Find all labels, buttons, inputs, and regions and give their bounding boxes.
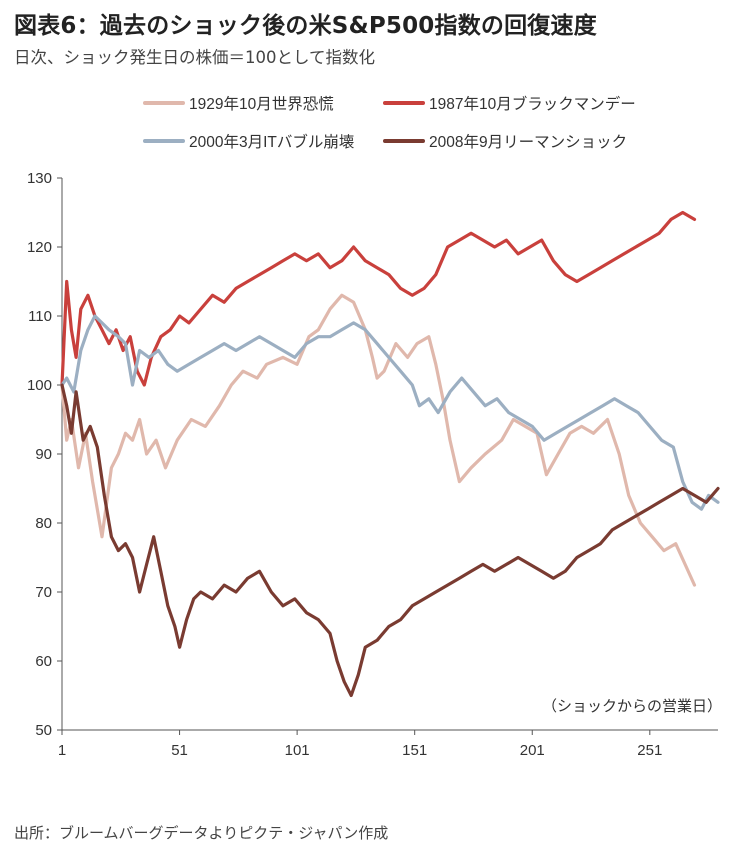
x-tick-label: 101	[285, 742, 310, 759]
line-chart: 1929年10月世界恐慌 1987年10月ブラックマンデー 2000年3月ITバブル…	[27, 94, 722, 759]
chart-subtitle: 日次、ショック発生日の株価＝100として指数化	[14, 48, 375, 67]
y-tick-label: 50	[35, 722, 52, 739]
y-tick-label: 110	[28, 308, 52, 325]
series-line-3	[60, 314, 720, 511]
legend-label: 1987年10月ブラックマンデー	[429, 94, 636, 113]
x-tick-label: 251	[637, 742, 662, 759]
legend-label: 2008年9月リーマンショック	[429, 133, 627, 151]
legend-label: 1929年10月世界恐慌	[189, 95, 334, 113]
x-tick-label: 201	[520, 742, 545, 759]
series-line-1	[60, 293, 697, 587]
series-line-4	[60, 383, 720, 698]
y-tick-label: 120	[27, 239, 52, 256]
y-tick-label: 80	[35, 515, 52, 532]
y-tick-label: 60	[35, 653, 52, 670]
x-tick-label: 1	[58, 742, 66, 759]
x-tick-label: 51	[171, 742, 188, 759]
plot-area	[60, 210, 720, 698]
y-tick-label: 90	[35, 446, 52, 463]
legend-label: 2000年3月ITバブル崩壊	[189, 132, 354, 151]
x-tick-label: 151	[402, 742, 427, 759]
y-tick-label: 100	[27, 377, 52, 394]
y-tick-label: 70	[35, 584, 52, 601]
y-tick-label: 130	[27, 170, 52, 187]
chart-legend: 1929年10月世界恐慌 1987年10月ブラックマンデー 2000年3月ITバブル…	[143, 94, 636, 151]
series-line-2	[60, 210, 697, 387]
chart-title: 図表6：過去のショック後の米S&P500指数の回復速度	[14, 13, 597, 39]
source-note: 出所：ブルームバーグデータよりピクテ・ジャパン作成	[14, 824, 389, 842]
x-axis-label: （ショックからの営業日）	[542, 698, 722, 715]
